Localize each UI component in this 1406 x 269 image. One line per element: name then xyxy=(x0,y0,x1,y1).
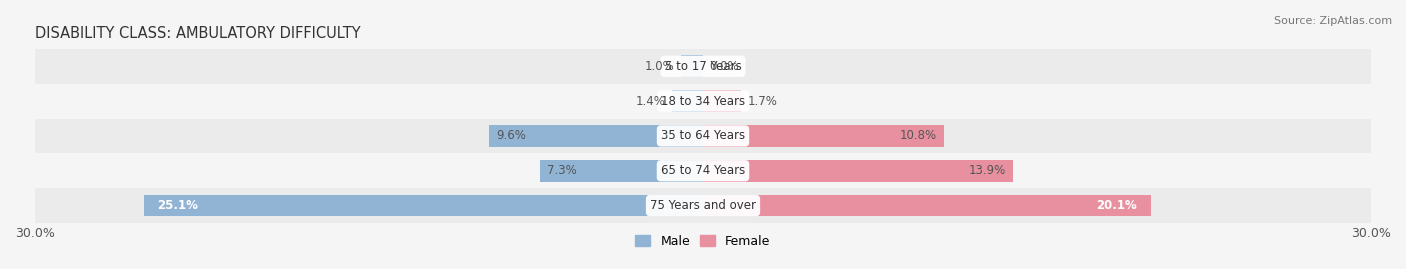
Bar xyxy=(35,119,1371,153)
Bar xyxy=(672,90,703,112)
Bar xyxy=(703,195,1150,216)
Text: 65 to 74 Years: 65 to 74 Years xyxy=(661,164,745,177)
Bar xyxy=(703,160,1012,182)
Text: 0.0%: 0.0% xyxy=(710,60,740,73)
Bar xyxy=(35,49,1371,84)
Text: 1.7%: 1.7% xyxy=(748,95,778,108)
Text: 10.8%: 10.8% xyxy=(900,129,936,142)
Bar xyxy=(540,160,703,182)
Bar xyxy=(681,55,703,77)
Text: 18 to 34 Years: 18 to 34 Years xyxy=(661,95,745,108)
Bar xyxy=(703,125,943,147)
Bar xyxy=(703,90,741,112)
Text: 35 to 64 Years: 35 to 64 Years xyxy=(661,129,745,142)
Text: 13.9%: 13.9% xyxy=(969,164,1005,177)
Text: 25.1%: 25.1% xyxy=(157,199,198,212)
Text: 1.4%: 1.4% xyxy=(636,95,665,108)
Text: 5 to 17 Years: 5 to 17 Years xyxy=(665,60,741,73)
Text: 20.1%: 20.1% xyxy=(1097,199,1137,212)
Bar xyxy=(489,125,703,147)
Bar xyxy=(35,84,1371,119)
Bar xyxy=(35,153,1371,188)
Text: 75 Years and over: 75 Years and over xyxy=(650,199,756,212)
Text: 1.0%: 1.0% xyxy=(644,60,673,73)
Bar xyxy=(143,195,703,216)
Bar xyxy=(35,188,1371,223)
Legend: Male, Female: Male, Female xyxy=(636,235,770,248)
Text: Source: ZipAtlas.com: Source: ZipAtlas.com xyxy=(1274,16,1392,26)
Text: 9.6%: 9.6% xyxy=(496,129,526,142)
Text: DISABILITY CLASS: AMBULATORY DIFFICULTY: DISABILITY CLASS: AMBULATORY DIFFICULTY xyxy=(35,26,360,41)
Text: 7.3%: 7.3% xyxy=(547,164,576,177)
